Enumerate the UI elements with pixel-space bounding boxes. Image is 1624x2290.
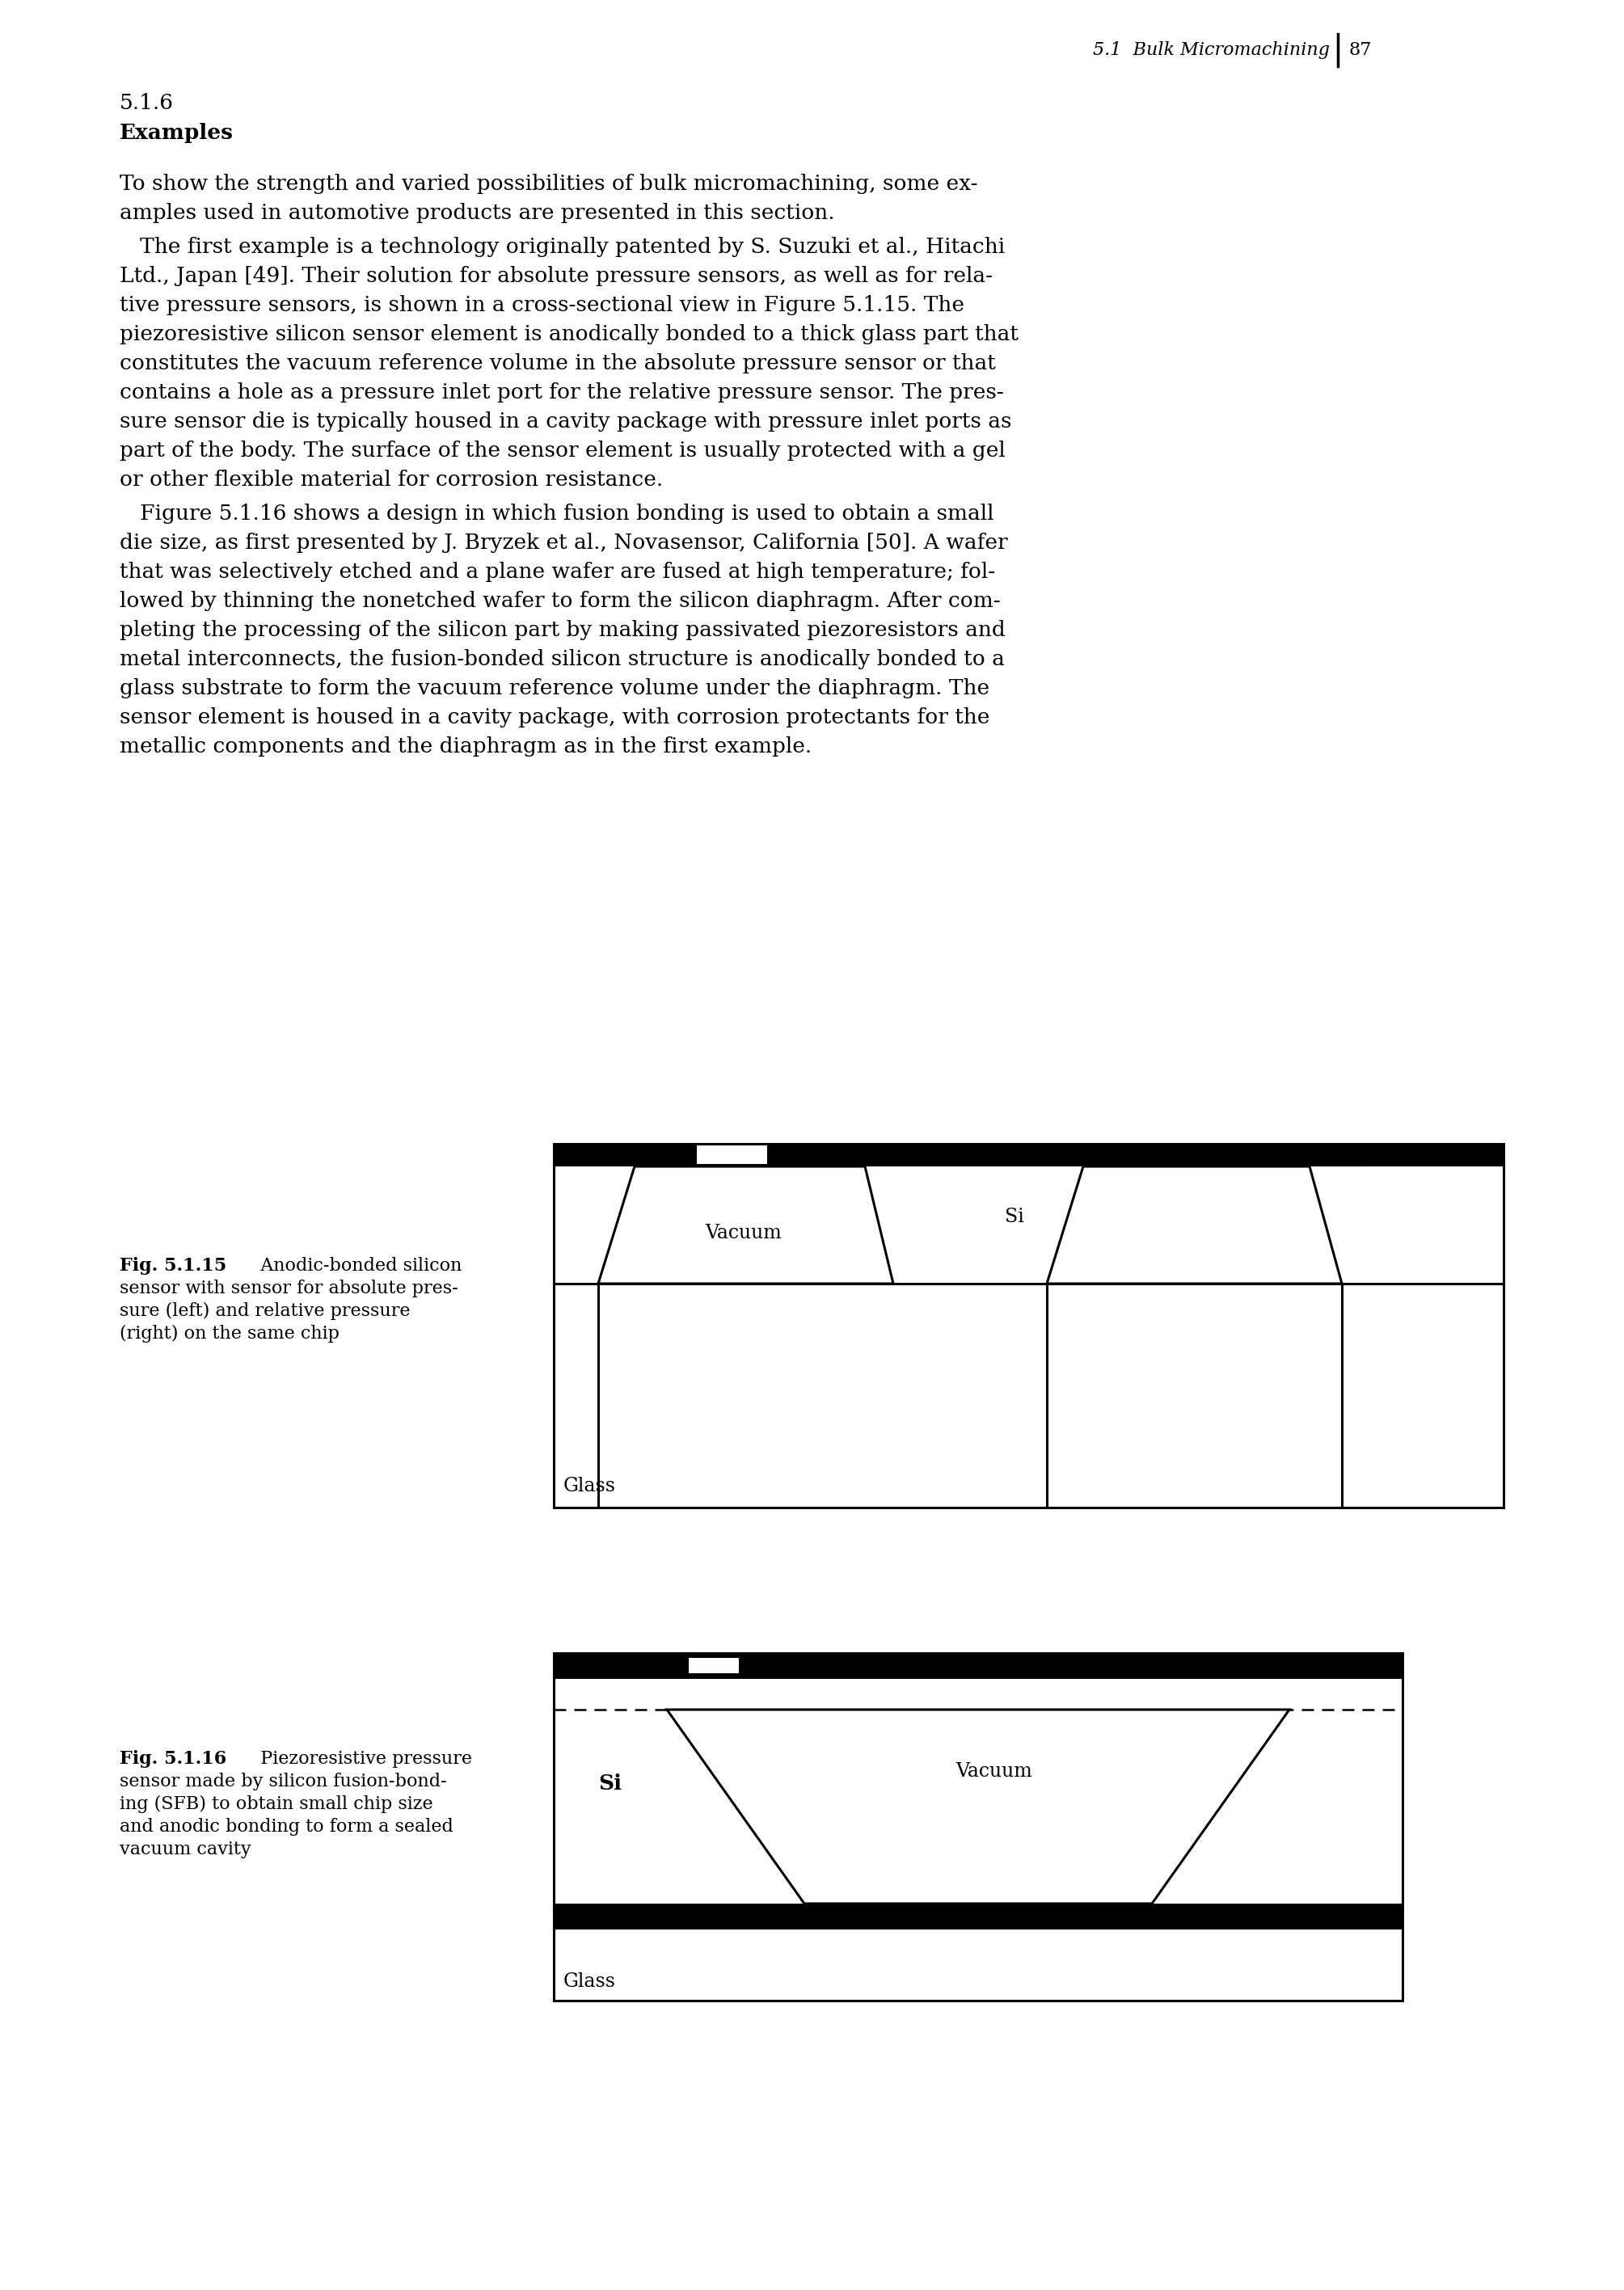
Text: 5.1  Bulk Micromachining: 5.1 Bulk Micromachining [1093, 41, 1330, 60]
Text: 5.1.6: 5.1.6 [120, 94, 174, 112]
Text: tive pressure sensors, is shown in a cross-sectional view in Figure 5.1.15. The: tive pressure sensors, is shown in a cro… [120, 295, 965, 316]
Text: Figure 5.1.16 shows a design in which fusion bonding is used to obtain a small: Figure 5.1.16 shows a design in which fu… [120, 504, 994, 524]
Text: sensor with sensor for absolute pres-: sensor with sensor for absolute pres- [120, 1280, 458, 1298]
Text: Piezoresistive pressure: Piezoresistive pressure [248, 1750, 473, 1768]
Bar [1216, 1656, 1268, 1674]
Text: Ltd., Japan [49]. Their solution for absolute pressure sensors, as well as for r: Ltd., Japan [49]. Their solution for abs… [120, 266, 992, 286]
Text: Anodic-bonded silicon: Anodic-bonded silicon [248, 1257, 461, 1276]
Text: vacuum cavity: vacuum cavity [120, 1841, 252, 1859]
Text: sure (left) and relative pressure: sure (left) and relative pressure [120, 1303, 411, 1319]
Text: The first example is a technology originally patented by S. Suzuki et al., Hitac: The first example is a technology origin… [120, 236, 1005, 256]
Text: Vacuum: Vacuum [957, 1763, 1033, 1782]
Text: die size, as first presented by J. Bryzek et al., Novasensor, California [50]. A: die size, as first presented by J. Bryze… [120, 534, 1009, 552]
Bar [554, 1903, 1403, 1930]
Text: ing (SFB) to obtain small chip size: ing (SFB) to obtain small chip size [120, 1795, 434, 1814]
Polygon shape [667, 1711, 1289, 1903]
Text: (right) on the same chip: (right) on the same chip [120, 1326, 339, 1342]
Text: Glass: Glass [564, 1477, 615, 1495]
Bar [554, 1653, 1403, 1679]
Text: glass substrate to form the vacuum reference volume under the diaphragm. The: glass substrate to form the vacuum refer… [120, 678, 989, 698]
Text: contains a hole as a pressure inlet port for the relative pressure sensor. The p: contains a hole as a pressure inlet port… [120, 382, 1004, 403]
Text: Fig. 5.1.15: Fig. 5.1.15 [120, 1257, 226, 1276]
Bar [1289, 1143, 1363, 1166]
Text: To show the strength and varied possibilities of bulk micromachining, some ex-: To show the strength and varied possibil… [120, 174, 978, 195]
Text: or other flexible material for corrosion resistance.: or other flexible material for corrosion… [120, 469, 663, 490]
Text: sure sensor die is typically housed in a cavity package with pressure inlet port: sure sensor die is typically housed in a… [120, 412, 1012, 431]
Text: piezoresistive silicon sensor element is anodically bonded to a thick glass part: piezoresistive silicon sensor element is… [120, 325, 1018, 344]
Text: Si: Si [598, 1775, 622, 1793]
Bar [554, 1143, 1504, 1507]
Text: sensor made by silicon fusion-bond-: sensor made by silicon fusion-bond- [120, 1772, 447, 1791]
Text: metal interconnects, the fusion-bonded silicon structure is anodically bonded to: metal interconnects, the fusion-bonded s… [120, 648, 1005, 669]
Text: sensor element is housed in a cavity package, with corrosion protectants for the: sensor element is housed in a cavity pac… [120, 708, 989, 728]
Text: pleting the processing of the silicon part by making passivated piezoresistors a: pleting the processing of the silicon pa… [120, 621, 1005, 641]
Text: amples used in automotive products are presented in this section.: amples used in automotive products are p… [120, 204, 835, 222]
Text: that was selectively etched and a plane wafer are fused at high temperature; fol: that was selectively etched and a plane … [120, 561, 996, 582]
Text: constitutes the vacuum reference volume in the absolute pressure sensor or that: constitutes the vacuum reference volume … [120, 353, 996, 373]
Bar [687, 1656, 739, 1674]
Text: Examples: Examples [120, 124, 234, 142]
Text: Vacuum: Vacuum [705, 1223, 783, 1241]
Polygon shape [598, 1166, 893, 1285]
Text: Fig. 5.1.16: Fig. 5.1.16 [120, 1750, 226, 1768]
Text: lowed by thinning the nonetched wafer to form the silicon diaphragm. After com-: lowed by thinning the nonetched wafer to… [120, 591, 1000, 611]
Text: and anodic bonding to form a sealed: and anodic bonding to form a sealed [120, 1818, 453, 1837]
Bar [554, 1143, 1504, 1166]
Text: Glass: Glass [564, 1972, 615, 1990]
Text: 87: 87 [1348, 41, 1371, 60]
Text: Si: Si [1005, 1207, 1025, 1225]
Polygon shape [1047, 1166, 1341, 1285]
Text: part of the body. The surface of the sensor element is usually protected with a : part of the body. The surface of the sen… [120, 440, 1005, 460]
Text: metallic components and the diaphragm as in the first example.: metallic components and the diaphragm as… [120, 737, 812, 756]
Bar [554, 1653, 1403, 2001]
Bar [695, 1143, 768, 1166]
